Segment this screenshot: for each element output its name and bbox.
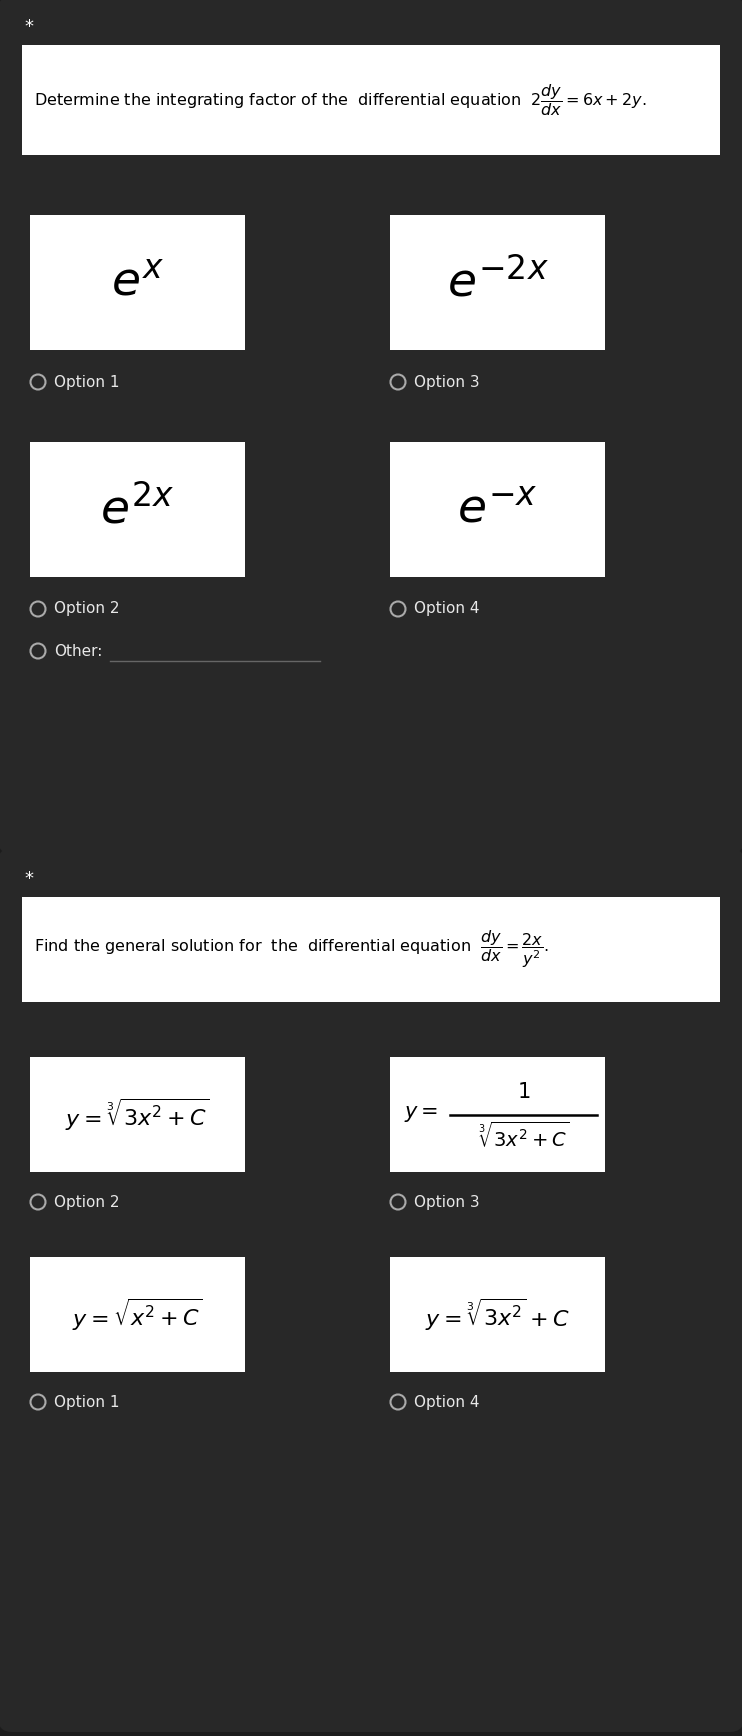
Bar (390, 1257, 605, 1371)
Text: Option 2: Option 2 (54, 1194, 119, 1210)
Text: $1$: $1$ (516, 1083, 530, 1102)
Text: Option 3: Option 3 (414, 1194, 479, 1210)
Text: $e^{-x}$: $e^{-x}$ (457, 488, 538, 531)
Bar (30, 443, 245, 576)
Text: $y=\sqrt{x^2+C}$: $y=\sqrt{x^2+C}$ (72, 1297, 203, 1333)
Text: $e^{2x}$: $e^{2x}$ (100, 486, 174, 533)
Text: *: * (24, 870, 33, 889)
Text: Option 3: Option 3 (414, 375, 479, 389)
Text: $e^{x}$: $e^{x}$ (111, 260, 164, 306)
Text: Determine the integrating factor of the  differential equation  $2\dfrac{dy}{dx}: Determine the integrating factor of the … (34, 82, 646, 118)
Bar (390, 443, 605, 576)
Text: Find the general solution for  the  differential equation  $\dfrac{dy}{dx}=\dfra: Find the general solution for the differ… (34, 929, 548, 970)
FancyBboxPatch shape (0, 0, 742, 854)
Text: $\sqrt[3]{3x^2+C}$: $\sqrt[3]{3x^2+C}$ (478, 1121, 569, 1151)
Text: Option 4: Option 4 (414, 601, 479, 616)
FancyBboxPatch shape (0, 847, 742, 1733)
Bar (390, 215, 605, 351)
Text: Option 1: Option 1 (54, 1394, 119, 1410)
Bar (22, 898, 720, 1002)
Text: Option 2: Option 2 (54, 601, 119, 616)
Bar (30, 1257, 245, 1371)
Bar (30, 215, 245, 351)
Text: $y =$: $y =$ (404, 1104, 439, 1125)
Text: Other:: Other: (54, 644, 102, 658)
Bar (22, 45, 720, 155)
Text: $y=\sqrt[3]{3x^2+C}$: $y=\sqrt[3]{3x^2+C}$ (65, 1097, 210, 1132)
Text: *: * (24, 17, 33, 36)
Bar (390, 1057, 605, 1172)
Text: $y=\sqrt[3]{3x^2}+C$: $y=\sqrt[3]{3x^2}+C$ (425, 1297, 570, 1333)
Text: Option 4: Option 4 (414, 1394, 479, 1410)
Bar (30, 1057, 245, 1172)
Text: Option 1: Option 1 (54, 375, 119, 389)
Text: $e^{-2x}$: $e^{-2x}$ (447, 259, 548, 306)
